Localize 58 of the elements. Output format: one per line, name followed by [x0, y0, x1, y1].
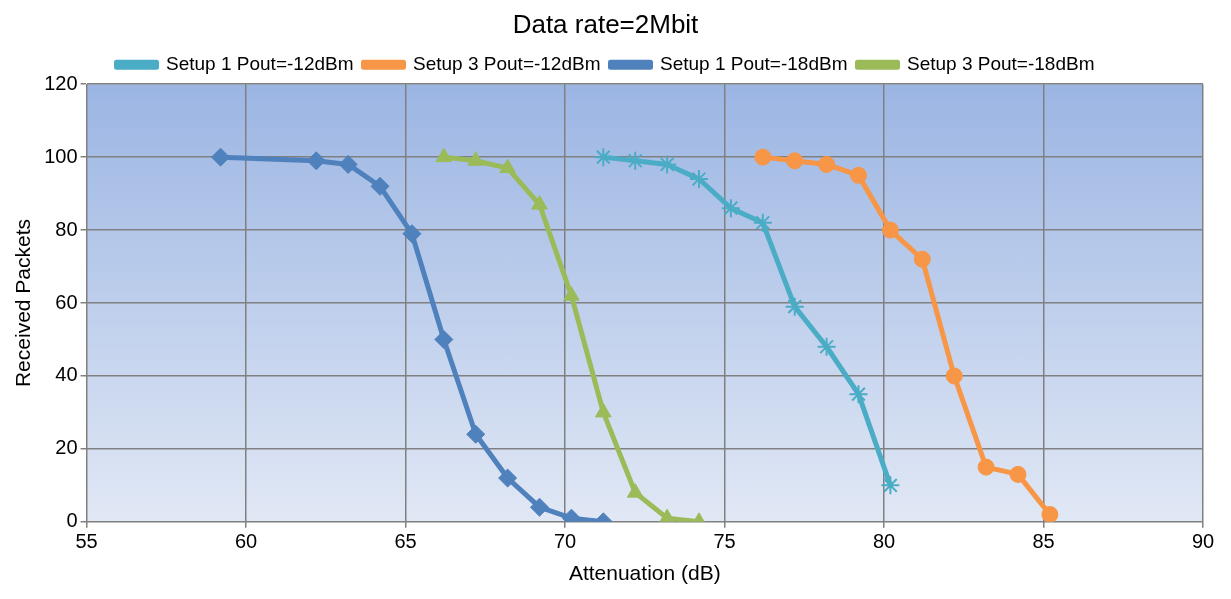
point [467, 151, 485, 166]
point [466, 424, 486, 444]
point [784, 296, 805, 317]
y-tick-label: 60 [55, 290, 78, 313]
point [626, 483, 644, 498]
point [752, 212, 773, 233]
x-tick-label: 85 [1032, 530, 1055, 553]
point [880, 475, 901, 496]
x-tick-label: 80 [872, 530, 896, 553]
point [754, 148, 772, 166]
y-tick-label: 40 [55, 363, 78, 386]
y-tick-label: 0 [66, 509, 78, 532]
point [881, 221, 899, 239]
point [499, 158, 516, 174]
point [689, 169, 710, 190]
legend-label: Setup 3 Pout=-18dBm [906, 52, 1095, 74]
point [818, 155, 836, 173]
legend-label: Setup 3 Pout=-12dBm [413, 52, 601, 74]
point [977, 458, 995, 476]
point [848, 384, 869, 405]
point [306, 151, 326, 171]
y-axis-title: Received Packets [11, 218, 35, 388]
point [338, 154, 358, 174]
legend-label: Setup 1 Pout=-18dBm [660, 52, 848, 74]
legend-label: Setup 1 Pout=-12dBm [166, 52, 354, 74]
point [531, 195, 548, 210]
point [530, 497, 550, 517]
point [593, 147, 614, 168]
point [434, 329, 454, 349]
x-tick-label: 75 [713, 530, 736, 553]
y-tick-label: 120 [44, 71, 78, 94]
x-tick-label: 55 [75, 530, 98, 553]
point [850, 166, 867, 184]
point [402, 224, 422, 244]
y-tick-label: 20 [55, 436, 78, 459]
chart-title: Data rate=2Mbit [512, 8, 700, 39]
x-tick-label: 70 [553, 530, 577, 553]
point [370, 176, 390, 196]
point [786, 152, 804, 170]
y-tick-label: 80 [55, 217, 78, 240]
x-tick-label: 90 [1191, 530, 1215, 553]
point [816, 336, 837, 357]
point [211, 147, 231, 167]
point [625, 150, 646, 171]
x-axis-title: Attenuation (dB) [568, 561, 721, 585]
point [1009, 465, 1027, 483]
point [945, 367, 963, 385]
y-tick-label: 100 [44, 144, 78, 167]
point [913, 250, 931, 268]
point [595, 402, 612, 418]
x-tick-label: 65 [394, 530, 417, 553]
point [1041, 506, 1059, 522]
point [435, 147, 453, 163]
x-tick-label: 60 [234, 530, 258, 553]
point [498, 468, 518, 488]
point [657, 154, 678, 175]
point [720, 198, 741, 219]
point [563, 286, 580, 301]
